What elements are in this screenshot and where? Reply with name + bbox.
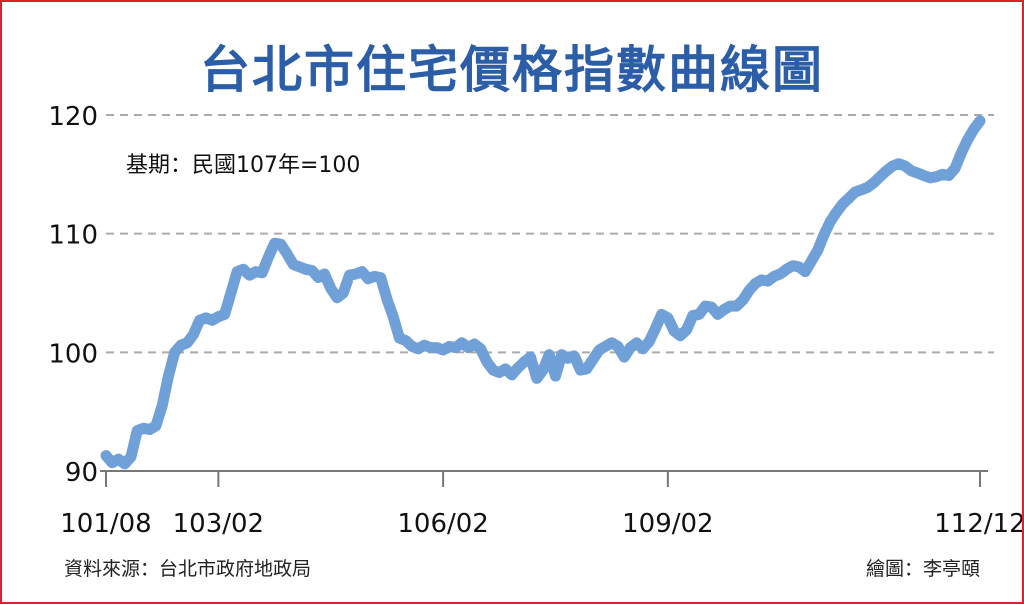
y-tick-label: 100 bbox=[48, 339, 98, 369]
x-tick-label: 106/02 bbox=[397, 509, 488, 539]
x-tick-label: 109/02 bbox=[622, 509, 713, 539]
y-tick-label: 120 bbox=[48, 102, 98, 132]
chart-title: 台北市住宅價格指數曲線圖 bbox=[200, 41, 824, 99]
series-line bbox=[100, 115, 986, 470]
credit-note: 繪圖：李亭頤 bbox=[865, 558, 980, 580]
base-period-note: 基期：民國107年=100 bbox=[126, 153, 360, 178]
tick-labels: 90 100 110 120 101/08 103/02 106/02 109/02 112/1… bbox=[48, 102, 1022, 539]
y-tick-label: 110 bbox=[48, 221, 98, 251]
x-tick-label: 112/12 bbox=[934, 509, 1022, 539]
x-tick-label: 103/02 bbox=[173, 509, 264, 539]
grid-lines bbox=[106, 114, 994, 354]
x-tick-label: 101/08 bbox=[60, 509, 151, 539]
series-layer bbox=[100, 115, 986, 470]
source-note: 資料來源：台北市政府地政局 bbox=[64, 558, 312, 580]
x-axis bbox=[100, 470, 988, 487]
y-tick-label: 90 bbox=[65, 458, 98, 488]
